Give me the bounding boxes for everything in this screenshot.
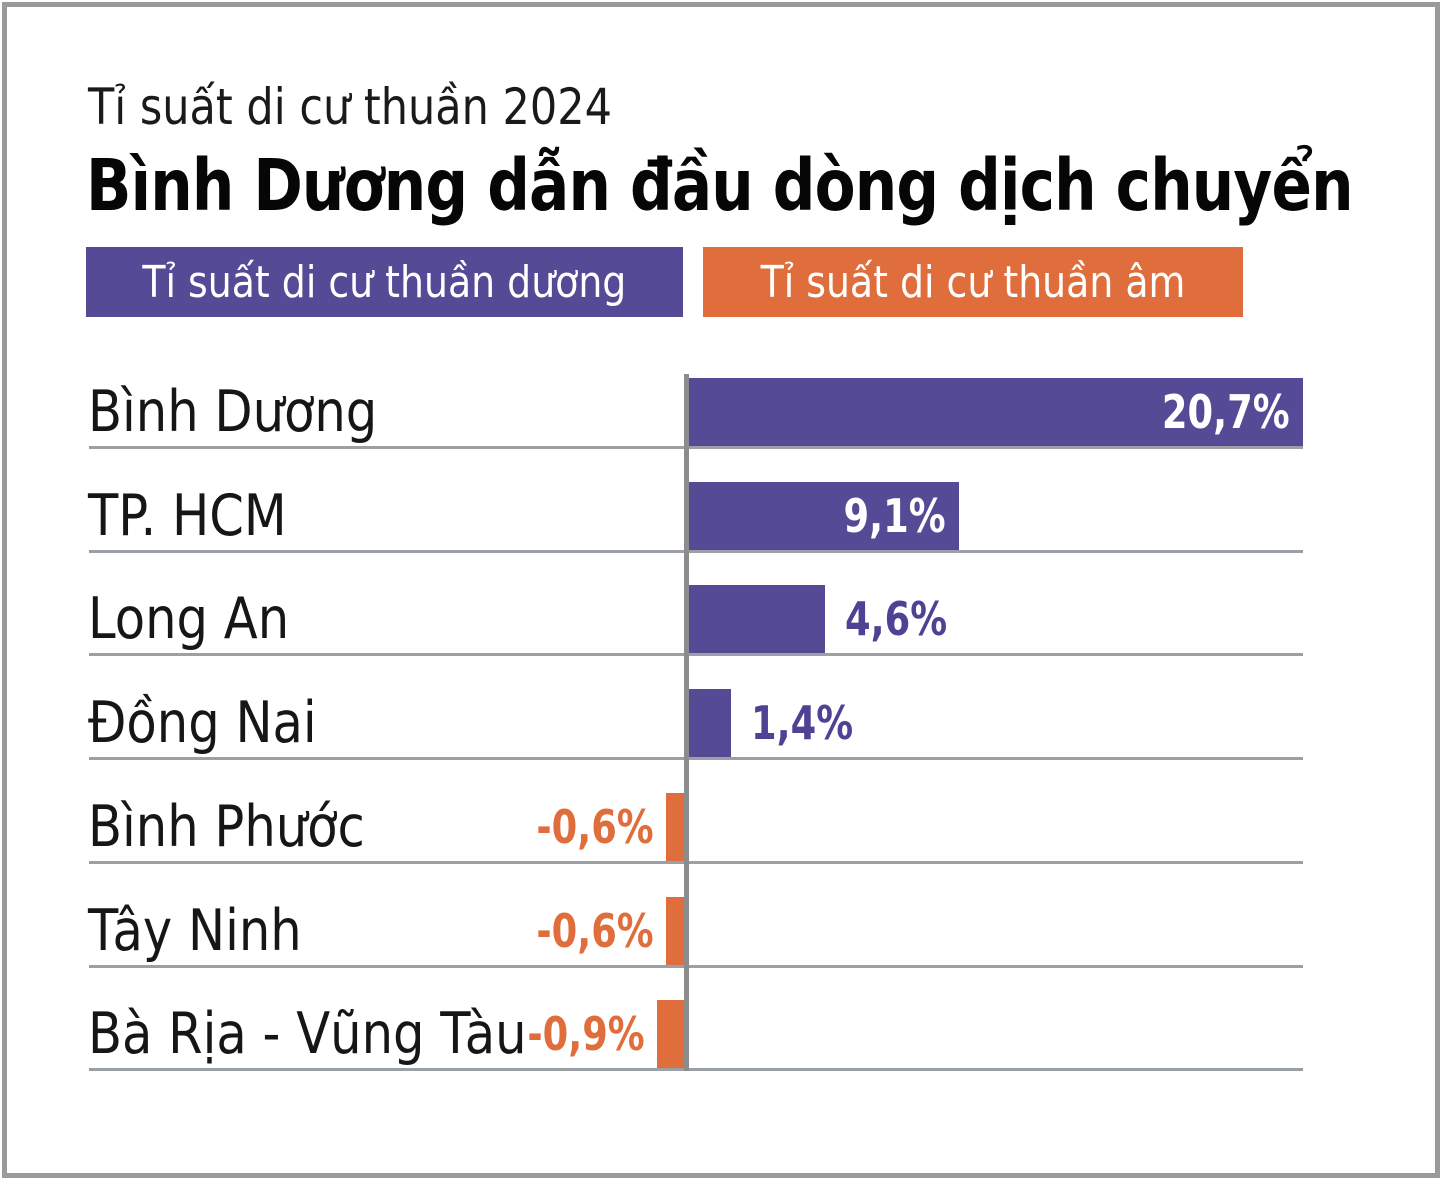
value-label: 20,7% bbox=[1162, 385, 1290, 439]
value-label: -0,6% bbox=[536, 904, 654, 958]
category-label: Bà Rịa - Vũng Tàu bbox=[88, 1001, 527, 1067]
bar-positive bbox=[689, 689, 731, 757]
row-separator-line bbox=[89, 757, 1303, 760]
legend-negative-label: Tỉ suất di cư thuần âm bbox=[760, 256, 1186, 308]
category-label: Bình Dương bbox=[88, 379, 378, 445]
legend-positive-label: Tỉ suất di cư thuần dương bbox=[142, 256, 627, 308]
row-separator-line bbox=[89, 653, 1303, 656]
row-separator-line bbox=[89, 861, 1303, 864]
bar-negative bbox=[666, 793, 684, 861]
bar-positive bbox=[689, 585, 825, 653]
row-separator-line bbox=[89, 550, 1303, 553]
bar-negative bbox=[666, 897, 684, 965]
category-label: TP. HCM bbox=[88, 483, 287, 549]
category-label: Bình Phước bbox=[88, 794, 365, 860]
category-label: Long An bbox=[88, 586, 290, 652]
value-label: -0,6% bbox=[536, 800, 654, 854]
legend-negative: Tỉ suất di cư thuần âm bbox=[703, 247, 1243, 317]
category-label: Tây Ninh bbox=[88, 898, 302, 964]
chart-subtitle: Tỉ suất di cư thuần 2024 bbox=[88, 78, 612, 136]
axis-line bbox=[684, 374, 689, 1071]
row-separator-line bbox=[89, 446, 1303, 449]
legend-positive: Tỉ suất di cư thuần dương bbox=[86, 247, 683, 317]
value-label: -0,9% bbox=[527, 1007, 645, 1061]
value-label: 9,1% bbox=[843, 489, 946, 543]
value-label: 1,4% bbox=[751, 696, 854, 750]
value-label: 4,6% bbox=[845, 592, 948, 646]
chart-title: Bình Dương dẫn đầu dòng dịch chuyển bbox=[86, 144, 1354, 227]
bar-negative bbox=[657, 1000, 684, 1068]
row-separator-line bbox=[89, 965, 1303, 968]
bar-positive bbox=[689, 378, 1303, 446]
category-label: Đồng Nai bbox=[88, 690, 317, 756]
bar-positive bbox=[689, 482, 959, 550]
row-separator-line bbox=[89, 1068, 1303, 1071]
